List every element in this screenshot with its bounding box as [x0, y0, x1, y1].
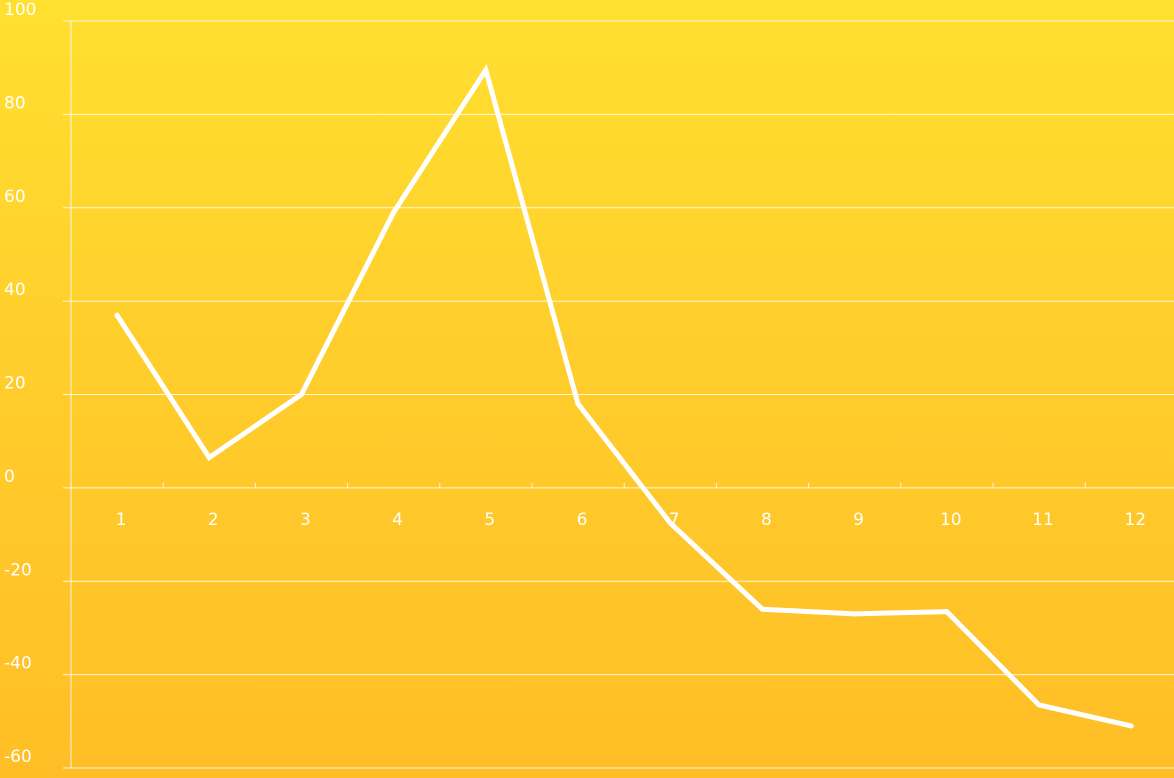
data-point: [575, 401, 581, 407]
x-tick-label: 5: [484, 510, 495, 530]
x-tick-label: 2: [208, 510, 219, 530]
x-tick-label: 12: [1124, 510, 1146, 530]
series-line-0: [114, 63, 1132, 729]
x-tick-label: 6: [577, 510, 588, 530]
data-point: [206, 455, 212, 461]
y-tick-label: -20: [4, 560, 32, 580]
x-tick-label: 1: [116, 510, 127, 530]
x-tick-label: 11: [1032, 510, 1054, 530]
y-tick-label: -60: [4, 747, 32, 767]
y-tick-label: 20: [4, 374, 26, 394]
data-point: [298, 392, 304, 397]
x-tick-label: 3: [300, 510, 311, 530]
y-tick-label: 40: [4, 280, 26, 300]
axes: [70, 21, 1086, 768]
data-point: [759, 606, 765, 612]
data-point: [391, 209, 397, 215]
data-point: [114, 312, 120, 318]
data-point: [1128, 723, 1134, 729]
x-tick-label: 4: [392, 510, 403, 530]
x-tick-label: 10: [940, 510, 962, 530]
y-tick-label: 0: [4, 467, 15, 487]
y-tick-label: 60: [4, 187, 26, 207]
x-tick-label: 9: [853, 510, 864, 530]
data-point: [483, 67, 489, 73]
data-point: [1036, 702, 1042, 708]
gridlines: [63, 20, 1174, 769]
y-tick-label: 100: [4, 0, 36, 20]
data-point: [667, 520, 673, 526]
series-layer: [114, 63, 1134, 729]
x-tick-label: 7: [669, 510, 680, 530]
data-point: [944, 609, 950, 615]
data-point: [852, 611, 858, 617]
y-tick-label: 80: [4, 93, 26, 113]
x-tick-label: 8: [761, 510, 772, 530]
y-tick-label: -40: [4, 654, 32, 674]
